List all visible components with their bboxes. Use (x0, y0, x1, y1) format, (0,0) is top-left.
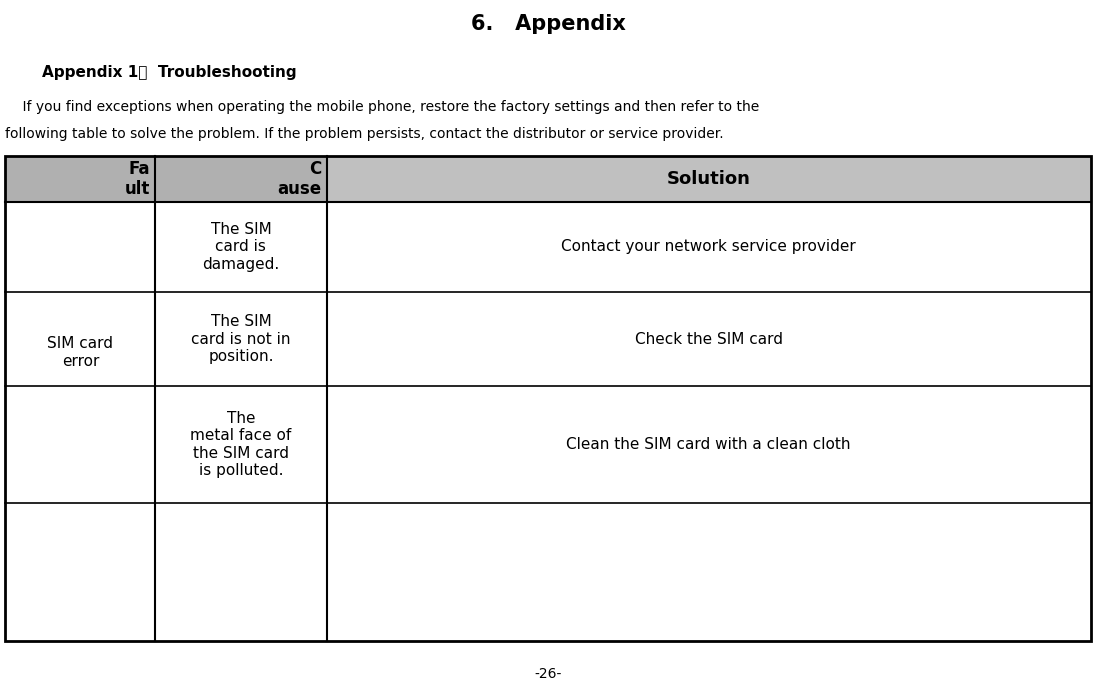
Bar (156, 156, 327, 202)
Text: The SIM
card is not in
position.: The SIM card is not in position. (191, 314, 290, 364)
Bar (5, 156, 1091, 641)
Text: C
ause: C ause (277, 159, 321, 198)
Bar (327, 156, 1091, 202)
Text: Clean the SIM card with a clean cloth: Clean the SIM card with a clean cloth (567, 437, 850, 452)
Text: Solution: Solution (666, 170, 751, 188)
Text: Check the SIM card: Check the SIM card (635, 331, 783, 346)
Text: The
metal face of
the SIM card
is polluted.: The metal face of the SIM card is pollut… (191, 411, 292, 478)
Text: following table to solve the problem. If the problem persists, contact the distr: following table to solve the problem. If… (5, 128, 724, 141)
Text: 6.   Appendix: 6. Appendix (470, 15, 626, 34)
Text: Appendix 1：  Troubleshooting: Appendix 1： Troubleshooting (42, 65, 296, 80)
Text: If you find exceptions when operating the mobile phone, restore the factory sett: If you find exceptions when operating th… (5, 100, 760, 114)
Bar (5, 156, 156, 202)
Text: Contact your network service provider: Contact your network service provider (561, 239, 856, 254)
Text: Fa
ult: Fa ult (124, 159, 150, 198)
Text: SIM card
error: SIM card error (47, 336, 113, 369)
Text: The SIM
card is
damaged.: The SIM card is damaged. (203, 222, 279, 272)
Text: -26-: -26- (535, 667, 561, 681)
